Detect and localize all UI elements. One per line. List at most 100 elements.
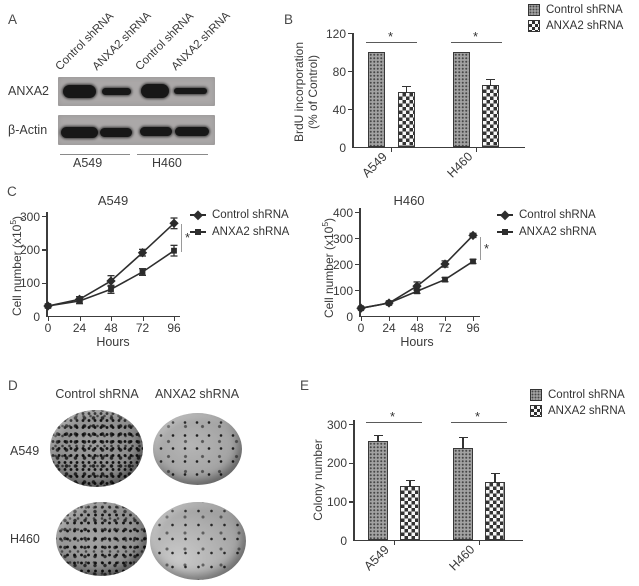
sig-star: * xyxy=(390,409,396,424)
panel-d-label: D xyxy=(8,378,19,393)
bar-a549-anxa2 xyxy=(398,86,415,147)
legend-item-control: Control shRNA xyxy=(530,389,625,401)
colony-dish-h460-control xyxy=(56,502,147,576)
x-tick xyxy=(479,540,481,545)
growth-h460-series-plot xyxy=(356,230,478,313)
x-tick-label: 0 xyxy=(357,321,365,335)
sig-line xyxy=(451,422,507,424)
y-tick-label: 40 xyxy=(332,102,346,117)
x-tick xyxy=(142,316,144,321)
wb-band xyxy=(102,88,131,95)
x-tick-label: 48 xyxy=(410,321,424,335)
y-tick-label: 100 xyxy=(19,276,40,291)
y-tick xyxy=(354,264,359,266)
legend-label: Control shRNA xyxy=(546,4,623,16)
x-tick-label: 48 xyxy=(104,321,118,335)
brdu-y-axis xyxy=(352,33,354,147)
growth-h460-x-axis xyxy=(359,315,480,317)
anxa2-line-marker-icon xyxy=(497,231,513,233)
x-tick xyxy=(391,147,393,152)
x-tick xyxy=(445,316,447,321)
sig-line xyxy=(451,42,502,44)
x-tick xyxy=(394,540,396,545)
growth-a549-x-axis xyxy=(46,315,180,317)
wb-band xyxy=(100,127,132,137)
x-tick xyxy=(389,316,391,321)
anxa2-shrna-swatch xyxy=(528,20,540,32)
y-tick-label: 120 xyxy=(325,26,346,41)
x-tick xyxy=(473,316,475,321)
chart-title-h460: H460 xyxy=(393,193,425,208)
error-bar xyxy=(405,480,415,487)
wb-underline-h460 xyxy=(137,153,208,155)
error-bar xyxy=(486,78,495,87)
x-tick xyxy=(174,316,176,321)
growth-a549-y-axis xyxy=(46,212,48,316)
sig-bracket xyxy=(480,237,482,260)
x-tick xyxy=(476,147,478,152)
wb-row-label-anxa2: ANXA2 xyxy=(8,84,49,98)
x-tick-label: 96 xyxy=(167,321,181,335)
sig-bracket xyxy=(181,224,183,252)
legend-label: Control shRNA xyxy=(519,209,596,221)
x-tick xyxy=(417,316,419,321)
panel-e-label: E xyxy=(300,378,310,393)
wb-underline-a549 xyxy=(60,153,130,155)
bar-a549-control xyxy=(368,52,385,147)
bar-h460-control xyxy=(453,52,470,147)
y-tick-label: 0 xyxy=(346,309,353,324)
x-axis-title: Hours xyxy=(96,335,130,349)
legend-label: ANXA2 shRNA xyxy=(546,20,624,32)
y-tick-label: 0 xyxy=(33,309,40,324)
bar-h460-control xyxy=(453,437,473,540)
chart-title-a549: A549 xyxy=(97,193,129,208)
y-tick xyxy=(348,462,353,464)
y-tick-label: 200 xyxy=(332,257,353,272)
colony-dish-h460-anxa2 xyxy=(150,502,246,580)
legend-item-anxa2: ANXA2 shRNA xyxy=(530,405,625,417)
wb-membrane-actin xyxy=(58,115,215,145)
wb-cellline-a549: A549 xyxy=(73,156,103,170)
legend-item-control: Control shRNA xyxy=(497,209,596,221)
legend-item-anxa2: ANXA2 shRNA xyxy=(497,226,596,238)
control-line-marker-icon xyxy=(497,214,513,216)
colony-x-axis xyxy=(353,539,523,541)
sig-star: * xyxy=(473,29,479,44)
y-tick-label: 100 xyxy=(326,494,347,509)
y-tick xyxy=(348,424,353,426)
y-tick-label: 300 xyxy=(326,417,347,432)
legend-label: ANXA2 shRNA xyxy=(519,226,597,238)
anxa2-line-marker-icon xyxy=(190,231,206,233)
x-tick xyxy=(111,316,113,321)
y-tick-label: 0 xyxy=(340,533,347,548)
panel-b-label: B xyxy=(284,12,294,27)
y-tick-label: 400 xyxy=(332,205,353,220)
legend-item-control: Control shRNA xyxy=(190,209,289,221)
wb-row-label-actin: β-Actin xyxy=(8,123,48,137)
legend-item-anxa2: ANXA2 shRNA xyxy=(528,20,623,32)
anxa2-shrna-swatch xyxy=(530,405,542,417)
legend-item-anxa2: ANXA2 shRNA xyxy=(190,226,289,238)
panel-a-label: A xyxy=(8,12,18,27)
bar-h460-anxa2 xyxy=(485,473,505,540)
legend-item-control: Control shRNA xyxy=(528,4,623,16)
colony-bar-plot xyxy=(353,424,523,540)
wb-cellline-h460: H460 xyxy=(152,156,182,170)
x-tick-label: 24 xyxy=(72,321,87,335)
wb-membrane-anxa2 xyxy=(58,77,215,106)
colony-dish-a549-anxa2 xyxy=(153,413,242,485)
x-tick xyxy=(361,316,363,321)
x-tick-label: 0 xyxy=(44,321,52,335)
dish-row-label-a549: A549 xyxy=(10,444,40,458)
y-tick xyxy=(41,282,46,284)
bar-a549-control xyxy=(368,434,388,540)
x-category-h460: H460 xyxy=(444,149,476,181)
x-tick xyxy=(48,316,50,321)
error-bar xyxy=(490,473,500,483)
x-tick-label: 72 xyxy=(135,321,150,335)
y-tick xyxy=(354,212,359,214)
y-tick-label: 200 xyxy=(326,456,347,471)
legend-label: ANXA2 shRNA xyxy=(548,405,626,417)
bar-h460-anxa2 xyxy=(482,78,499,147)
